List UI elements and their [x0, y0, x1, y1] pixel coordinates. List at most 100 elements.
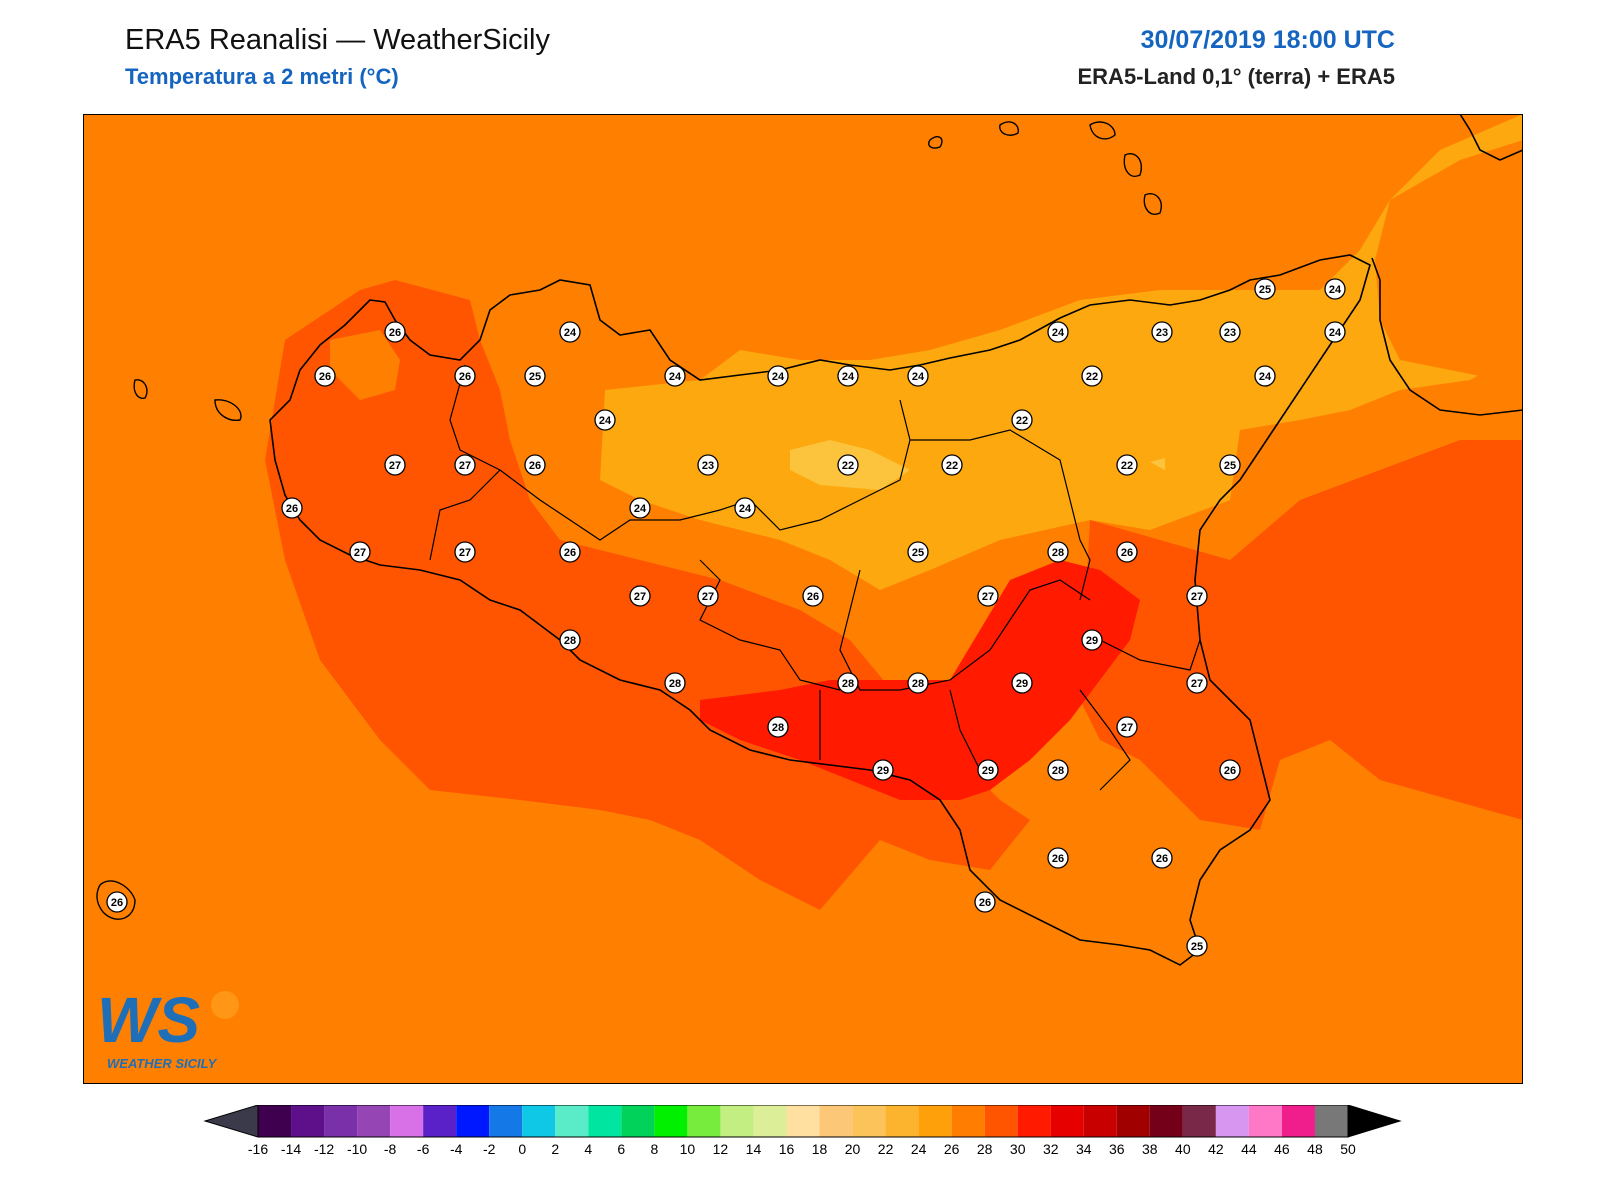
station-marker: 27 — [1187, 586, 1207, 606]
station-marker: 22 — [942, 455, 962, 475]
station-value: 28 — [1052, 547, 1064, 559]
station-value: 25 — [1224, 460, 1236, 472]
colorbar-tick-label: 10 — [680, 1141, 696, 1157]
station-marker: 22 — [1117, 455, 1137, 475]
station-value: 23 — [702, 460, 714, 472]
colorbar-tick-label: 46 — [1274, 1141, 1290, 1157]
colorbar-tick-label: 26 — [944, 1141, 960, 1157]
station-marker: 27 — [455, 542, 475, 562]
temperature-colorbar: -16 -14 -12 -10 -8 -6 -4 -2 0 2 4 6 8 10 12 14 16 18 20 22 2… — [203, 1105, 1403, 1165]
station-marker: 27 — [350, 542, 370, 562]
station-value: 22 — [946, 460, 958, 472]
station-value: 28 — [842, 678, 854, 690]
station-value: 26 — [286, 503, 298, 515]
logo-text: WEATHER SICILY — [107, 1056, 218, 1071]
colorbar-swatch — [1315, 1105, 1348, 1137]
colorbar-tick-label: 36 — [1109, 1141, 1125, 1157]
station-value: 29 — [1086, 635, 1098, 647]
station-marker: 22 — [1082, 366, 1102, 386]
colorbar-tick-label: 8 — [650, 1141, 658, 1157]
colorbar-tick-label: 6 — [617, 1141, 625, 1157]
station-marker: 28 — [1048, 542, 1068, 562]
station-marker: 28 — [768, 717, 788, 737]
colorbar-tick-label: -12 — [314, 1141, 334, 1157]
station-value: 24 — [842, 371, 855, 383]
station-marker: 24 — [1255, 366, 1275, 386]
station-marker: 26 — [282, 498, 302, 518]
station-value: 27 — [634, 591, 646, 603]
colorbar-tick-label: 28 — [977, 1141, 993, 1157]
colorbar-swatch — [820, 1105, 853, 1137]
colorbar-swatch — [1051, 1105, 1084, 1137]
station-marker: 24 — [595, 410, 615, 430]
station-marker: 25 — [1220, 455, 1240, 475]
station-value: 22 — [1121, 460, 1133, 472]
colorbar-swatch — [555, 1105, 588, 1137]
colorbar-swatch — [786, 1105, 819, 1137]
colorbar-tick-label: 50 — [1340, 1141, 1356, 1157]
station-marker: 28 — [560, 630, 580, 650]
map-datetime: 30/07/2019 18:00 UTC — [1141, 26, 1395, 55]
station-marker: 22 — [1012, 410, 1032, 430]
station-value: 26 — [979, 897, 991, 909]
colorbar-tick-label: 0 — [518, 1141, 526, 1157]
colorbar-swatch — [1150, 1105, 1183, 1137]
colorbar-tick-label: 20 — [845, 1141, 861, 1157]
station-marker: 25 — [908, 542, 928, 562]
colorbar-swatch — [985, 1105, 1018, 1137]
colorbar-swatch — [621, 1105, 654, 1137]
station-marker: 28 — [838, 673, 858, 693]
station-marker: 26 — [560, 542, 580, 562]
station-marker: 27 — [455, 455, 475, 475]
colorbar-tick-label: 2 — [551, 1141, 559, 1157]
station-value: 27 — [982, 591, 994, 603]
colorbar-swatch — [588, 1105, 621, 1137]
weathersicily-logo-icon: WS WEATHER SICILY — [95, 980, 255, 1080]
station-marker: 26 — [385, 322, 405, 342]
colorbar-swatch — [654, 1105, 687, 1137]
station-marker: 26 — [1152, 848, 1172, 868]
station-value: 28 — [912, 678, 924, 690]
station-value: 26 — [1224, 765, 1236, 777]
colorbar-swatch — [1216, 1105, 1249, 1137]
station-marker: 27 — [1187, 673, 1207, 693]
station-marker: 29 — [1082, 630, 1102, 650]
station-marker: 27 — [1117, 717, 1137, 737]
colorbar-swatch — [1084, 1105, 1117, 1137]
colorbar-swatch — [291, 1105, 324, 1137]
station-value: 27 — [459, 547, 471, 559]
station-value: 26 — [459, 371, 471, 383]
station-marker: 28 — [908, 673, 928, 693]
colorbar-tick-label: 34 — [1076, 1141, 1092, 1157]
colorbar-tick-label: 30 — [1010, 1141, 1026, 1157]
colorbar-swatch — [687, 1105, 720, 1137]
colorbar-tick-label: 12 — [713, 1141, 729, 1157]
colorbar-tick-label: -8 — [384, 1141, 397, 1157]
station-value: 25 — [529, 371, 541, 383]
station-value: 27 — [1121, 722, 1133, 734]
colorbar-swatch — [357, 1105, 390, 1137]
colorbar-swatch — [952, 1105, 985, 1137]
data-source-label: ERA5-Land 0,1° (terra) + ERA5 — [1078, 64, 1396, 90]
station-value: 24 — [1329, 327, 1342, 339]
station-value: 28 — [772, 722, 784, 734]
colorbar-swatch — [1018, 1105, 1051, 1137]
station-value: 24 — [599, 415, 612, 427]
station-value: 27 — [1191, 678, 1203, 690]
station-marker: 24 — [560, 322, 580, 342]
station-value: 26 — [389, 327, 401, 339]
colorbar-tick-label: -2 — [483, 1141, 496, 1157]
colorbar-swatch — [390, 1105, 423, 1137]
station-value: 22 — [1086, 371, 1098, 383]
station-value: 26 — [319, 371, 331, 383]
colorbar-tick-label: 44 — [1241, 1141, 1257, 1157]
station-marker: 24 — [1048, 322, 1068, 342]
station-marker: 26 — [107, 892, 127, 912]
station-value: 26 — [1121, 547, 1133, 559]
station-marker: 26 — [315, 366, 335, 386]
colorbar-high-cap — [1348, 1105, 1400, 1137]
station-marker: 25 — [525, 366, 545, 386]
colorbar-tick-label: 24 — [911, 1141, 927, 1157]
colorbar-tick-label: -10 — [347, 1141, 367, 1157]
station-marker: 26 — [455, 366, 475, 386]
